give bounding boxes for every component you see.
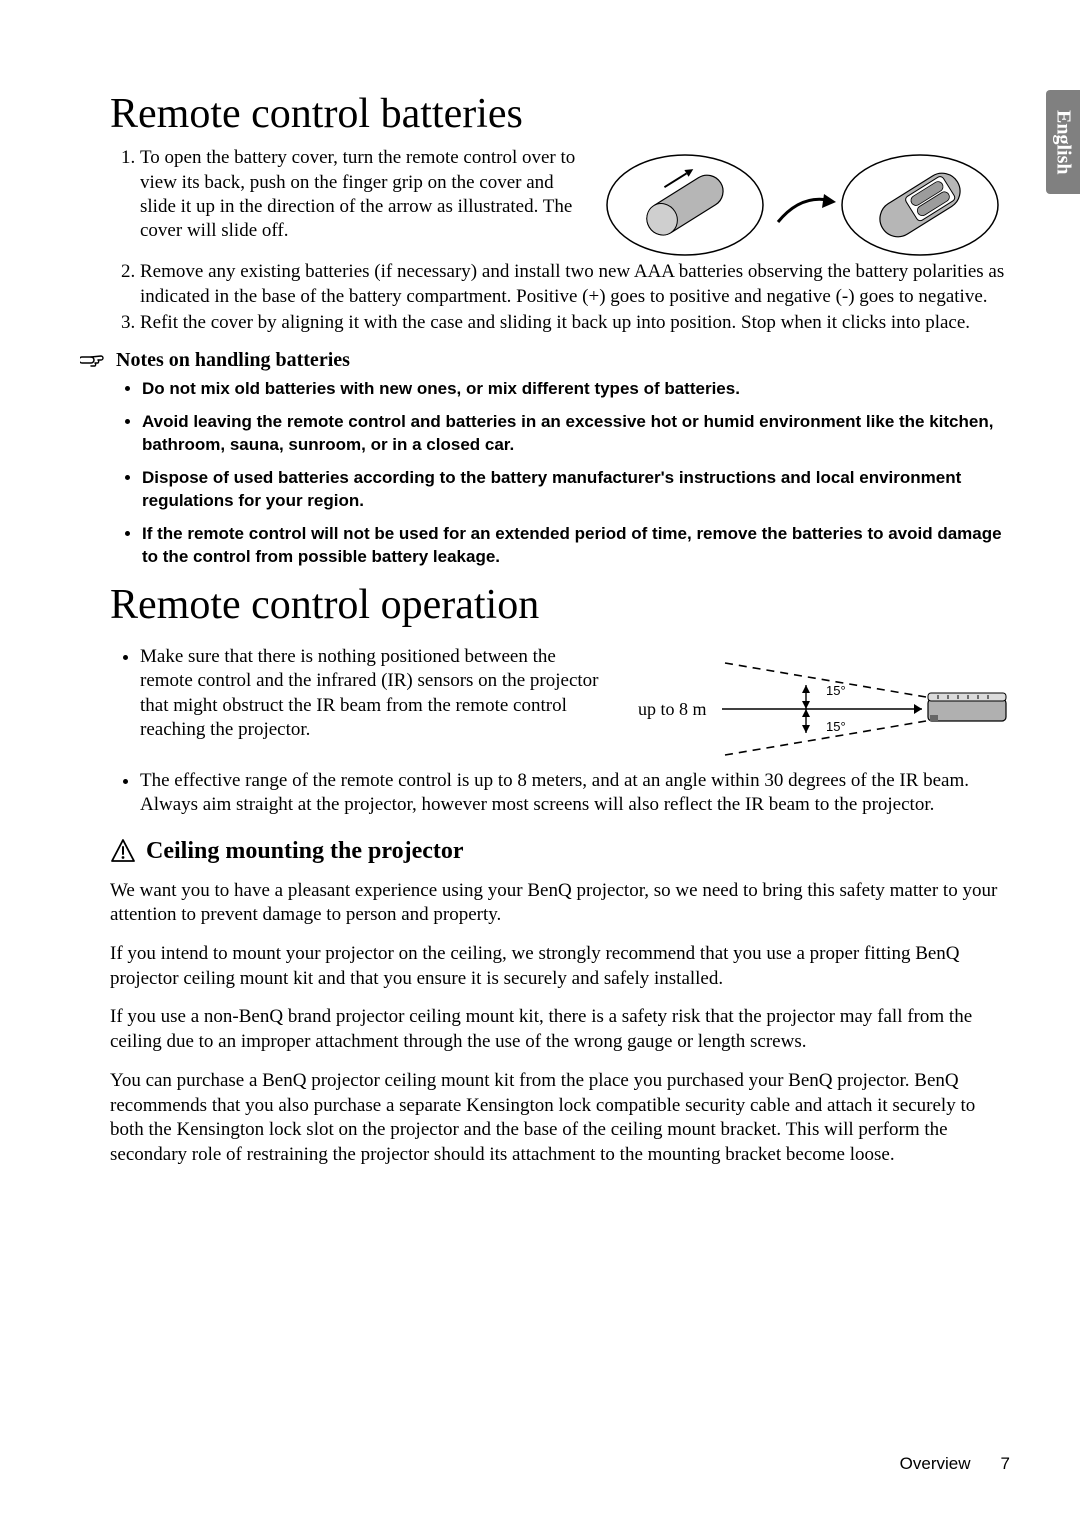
ceiling-para: You can purchase a BenQ projector ceilin… — [110, 1069, 1010, 1168]
footer-section: Overview — [900, 1454, 971, 1474]
subsection-title: Ceiling mounting the projector — [146, 838, 464, 865]
section-title-operation: Remote control operation — [110, 581, 1010, 629]
operation-item: Make sure that there is nothing position… — [140, 645, 612, 742]
range-label: up to 8 m — [638, 699, 707, 719]
batteries-block: To open the battery cover, turn the remo… — [110, 146, 1010, 260]
angle-bottom-label: 15° — [826, 719, 846, 734]
subsection-header: Ceiling mounting the projector — [110, 838, 1010, 865]
operation-list-cont: The effective range of the remote contro… — [110, 769, 1010, 818]
handling-item: Do not mix old batteries with new ones, … — [142, 378, 1010, 401]
battery-steps-list-cont: Remove any existing batteries (if necess… — [110, 260, 1010, 335]
battery-steps-list: To open the battery cover, turn the remo… — [110, 146, 582, 243]
handling-header: Notes on handling batteries — [80, 349, 1010, 372]
warning-icon — [110, 838, 136, 864]
battery-step: Remove any existing batteries (if necess… — [140, 260, 1010, 309]
battery-step: To open the battery cover, turn the remo… — [140, 146, 582, 243]
ceiling-para: If you use a non-BenQ brand projector ce… — [110, 1005, 1010, 1054]
battery-step: Refit the cover by aligning it with the … — [140, 311, 1010, 335]
ceiling-para: If you intend to mount your projector on… — [110, 942, 1010, 991]
battery-cover-figure — [600, 150, 1010, 260]
language-tab: English — [1046, 90, 1080, 194]
handling-item: Avoid leaving the remote control and bat… — [142, 411, 1010, 457]
handling-title: Notes on handling batteries — [116, 349, 350, 372]
handling-item: If the remote control will not be used f… — [142, 523, 1010, 569]
handling-item: Dispose of used batteries according to t… — [142, 467, 1010, 513]
operation-item: The effective range of the remote contro… — [140, 769, 1010, 818]
operation-list: Make sure that there is nothing position… — [110, 645, 612, 742]
handling-list: Do not mix old batteries with new ones, … — [110, 378, 1010, 569]
hand-point-icon — [80, 351, 108, 371]
ir-range-figure: up to 8 m 15° 15° — [630, 649, 1010, 769]
ceiling-para: We want you to have a pleasant experienc… — [110, 879, 1010, 928]
page-footer: Overview 7 — [900, 1454, 1010, 1474]
page: English Remote control batteries To open… — [0, 0, 1080, 1534]
footer-page-number: 7 — [1001, 1454, 1010, 1474]
section-title-batteries: Remote control batteries — [110, 90, 1010, 138]
operation-block: Make sure that there is nothing position… — [110, 645, 1010, 769]
angle-top-label: 15° — [826, 683, 846, 698]
